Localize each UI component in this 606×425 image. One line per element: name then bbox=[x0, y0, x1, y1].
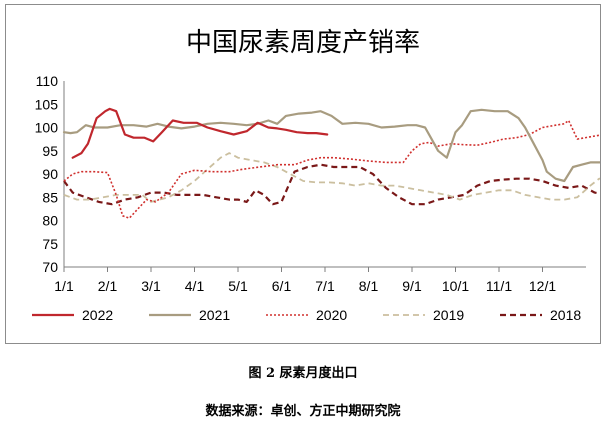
series-line-2022 bbox=[71, 107, 329, 159]
axes: 70 75 80 85 90 95 100 105 110 1/1 2/1 3/1 4/1 5/1 6/1 7… bbox=[35, 73, 586, 294]
y-tick-label: 105 bbox=[35, 96, 59, 112]
legend: 2022 2021 2020 2019 2018 bbox=[32, 307, 581, 323]
x-tick-label: 11/1 bbox=[486, 278, 512, 294]
x-tick-label: 5/1 bbox=[228, 278, 248, 294]
x-tick-label: 8/1 bbox=[359, 278, 379, 294]
legend-label-2022: 2022 bbox=[82, 307, 113, 323]
chart: 中国尿素周度产销率 70 75 80 85 90 95 100 105 110 1/1 2/1 3/1… bbox=[32, 28, 600, 323]
x-tick-label: 12/1 bbox=[529, 278, 556, 294]
y-tick-label: 90 bbox=[42, 166, 58, 182]
series-line-2019 bbox=[63, 152, 600, 203]
y-tick-label: 100 bbox=[35, 120, 59, 136]
x-tick-label: 1/1 bbox=[54, 278, 74, 294]
x-tick-label: 10/1 bbox=[442, 278, 469, 294]
series-layer bbox=[62, 107, 600, 219]
series-line-2021 bbox=[62, 108, 600, 183]
y-tick-label: 80 bbox=[42, 213, 58, 229]
y-tick-label: 70 bbox=[42, 259, 58, 275]
y-tick-label: 85 bbox=[42, 189, 58, 205]
series-line-2018 bbox=[63, 163, 600, 206]
legend-label-2021: 2021 bbox=[199, 307, 230, 323]
x-tick-label: 3/1 bbox=[141, 278, 161, 294]
x-tick-label: 2/1 bbox=[98, 278, 118, 294]
series-line-2020 bbox=[63, 119, 600, 219]
x-tick-label: 7/1 bbox=[315, 278, 335, 294]
x-tick-label: 6/1 bbox=[272, 278, 292, 294]
data-source: 数据来源：卓创、方正中期研究院 bbox=[205, 404, 401, 419]
legend-label-2019: 2019 bbox=[433, 307, 464, 323]
chart-frame: 中国尿素周度产销率 70 75 80 85 90 95 100 105 110 1/1 2/1 3/1… bbox=[5, 4, 601, 344]
legend-label-2020: 2020 bbox=[316, 307, 347, 323]
y-tick-label: 75 bbox=[42, 236, 58, 252]
figure-caption: 图 2 尿素月度出口 bbox=[248, 366, 358, 381]
y-tick-label: 95 bbox=[42, 143, 58, 159]
chart-title: 中国尿素周度产销率 bbox=[186, 28, 420, 58]
y-tick-label: 110 bbox=[36, 73, 59, 89]
legend-label-2018: 2018 bbox=[550, 307, 581, 323]
x-tick-label: 4/1 bbox=[185, 278, 205, 294]
x-tick-label: 9/1 bbox=[402, 278, 422, 294]
